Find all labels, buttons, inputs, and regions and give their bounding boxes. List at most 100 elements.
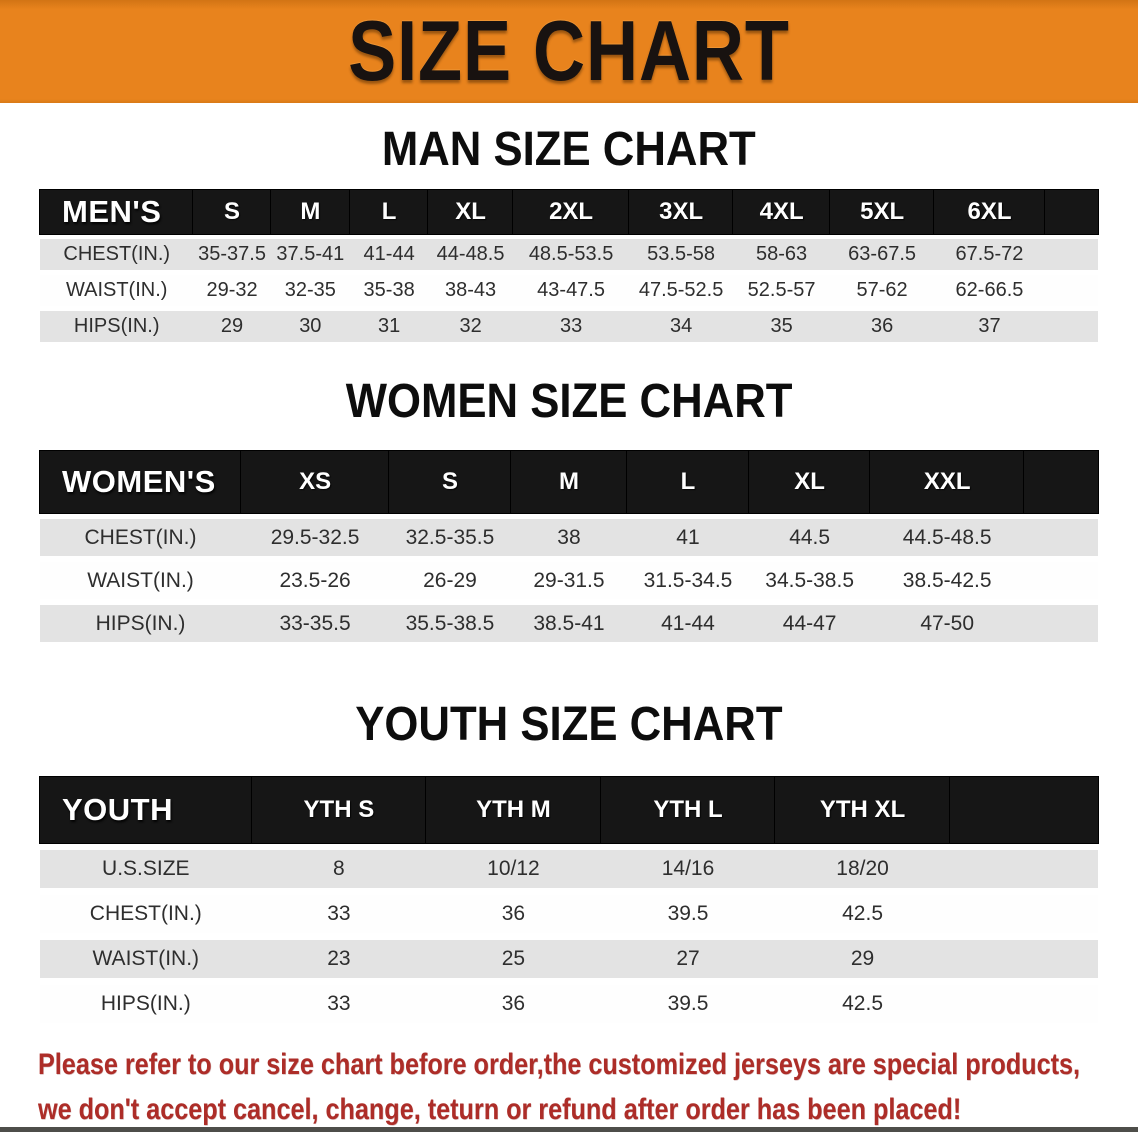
size-value: 34.5-38.5: [748, 562, 871, 599]
spacer-cell: [1023, 519, 1098, 556]
size-value: 8: [251, 850, 427, 888]
size-value: 36: [426, 985, 601, 1023]
size-column-header: XXL: [870, 451, 1024, 513]
size-value: 52.5-57: [732, 275, 831, 306]
size-value: 23.5-26: [241, 562, 390, 599]
men-section-heading: MAN SIZE CHART: [0, 120, 1138, 176]
size-value: 63-67.5: [830, 239, 934, 270]
size-value: 43-47.5: [512, 275, 630, 306]
size-value: 33: [251, 895, 427, 933]
size-value: 27: [600, 940, 776, 978]
spacer-cell: [1045, 239, 1098, 270]
size-value: 18/20: [775, 850, 950, 888]
size-value: 41: [627, 519, 749, 556]
men-section-heading-text: MAN SIZE CHART: [382, 120, 756, 176]
size-chart-banner: SIZE CHART: [0, 0, 1138, 103]
size-value: 29.5-32.5: [241, 519, 390, 556]
size-value: 31.5-34.5: [627, 562, 749, 599]
spacer-cell: [949, 895, 1098, 933]
size-value: 36: [830, 311, 934, 342]
youth-size-table-container: YOUTH YTH S YTH M YTH L YTH XL U.S.SIZE 8 10/1…: [40, 770, 1098, 1030]
size-value: 39.5: [600, 895, 776, 933]
women-size-table-container: WOMEN'S XS S M L XL XXL CHEST(IN.) 29.5-32.5 32.…: [40, 445, 1098, 648]
size-value: 47.5-52.5: [629, 275, 733, 306]
table-title-cell: MEN'S: [40, 190, 194, 234]
size-value: 44.5-48.5: [870, 519, 1024, 556]
size-value: 44-48.5: [428, 239, 513, 270]
spacer-cell: [1045, 275, 1098, 306]
size-column-header: XS: [241, 451, 390, 513]
size-header-row: YOUTH YTH S YTH M YTH L YTH XL: [40, 777, 1098, 843]
youth-section-heading-text: YOUTH SIZE CHART: [355, 695, 783, 751]
women-section-heading-text: WOMEN SIZE CHART: [345, 372, 793, 428]
measurement-label: HIPS(IN.): [40, 311, 194, 342]
size-value: 37.5-41: [270, 239, 350, 270]
size-column-header: S: [193, 190, 271, 234]
size-value: 29-31.5: [510, 562, 628, 599]
size-value: 38-43: [428, 275, 513, 306]
size-value: 44-47: [748, 605, 871, 642]
spacer-cell: [1045, 311, 1098, 342]
size-value: 23: [251, 940, 427, 978]
size-value: 26-29: [389, 562, 511, 599]
size-column-header: YTH XL: [775, 777, 950, 843]
size-value: 35: [732, 311, 831, 342]
women-size-table: WOMEN'S XS S M L XL XXL CHEST(IN.) 29.5-32.5 32.…: [40, 445, 1098, 648]
measurement-label: CHEST(IN.): [40, 239, 194, 270]
size-value: 32-35: [270, 275, 350, 306]
size-value: 67.5-72: [933, 239, 1046, 270]
size-value: 38: [510, 519, 628, 556]
size-value: 35-37.5: [193, 239, 271, 270]
size-value: 29-32: [193, 275, 271, 306]
size-value: 35.5-38.5: [389, 605, 511, 642]
size-value: 10/12: [426, 850, 601, 888]
size-value: 42.5: [775, 895, 950, 933]
size-value: 37: [933, 311, 1046, 342]
size-column-header: XL: [748, 451, 871, 513]
women-section-heading: WOMEN SIZE CHART: [0, 372, 1138, 428]
measurement-row: U.S.SIZE 8 10/12 14/16 18/20: [40, 850, 1098, 888]
measurement-label: CHEST(IN.): [40, 519, 242, 556]
spacer-cell: [949, 850, 1098, 888]
measurement-label: CHEST(IN.): [40, 895, 252, 933]
size-value: 53.5-58: [629, 239, 733, 270]
measurement-label: HIPS(IN.): [40, 985, 252, 1023]
measurement-label: WAIST(IN.): [40, 940, 252, 978]
size-value: 44.5: [748, 519, 871, 556]
measurement-row: WAIST(IN.) 23.5-26 26-29 29-31.5 31.5-34.5 34…: [40, 562, 1098, 599]
size-column-header: M: [510, 451, 628, 513]
size-column-header: YTH M: [426, 777, 601, 843]
youth-size-table: YOUTH YTH S YTH M YTH L YTH XL U.S.SIZE 8 10/1…: [40, 770, 1098, 1030]
size-column-header: 6XL: [933, 190, 1046, 234]
size-value: 35-38: [349, 275, 429, 306]
spacer-cell: [949, 985, 1098, 1023]
measurement-label: HIPS(IN.): [40, 605, 242, 642]
spacer-cell: [1023, 562, 1098, 599]
spacer-cell: [1045, 190, 1098, 234]
size-value: 41-44: [627, 605, 749, 642]
size-value: 32: [428, 311, 513, 342]
disclaimer: Please refer to our size chart before or…: [38, 1042, 1138, 1132]
measurement-row: HIPS(IN.) 29 30 31 32 33 34 35 36 37: [40, 311, 1098, 342]
size-column-header: 3XL: [629, 190, 733, 234]
size-column-header: 2XL: [512, 190, 630, 234]
size-value: 48.5-53.5: [512, 239, 630, 270]
size-value: 30: [270, 311, 350, 342]
size-value: 62-66.5: [933, 275, 1046, 306]
size-value: 31: [349, 311, 429, 342]
measurement-row: CHEST(IN.) 29.5-32.5 32.5-35.5 38 41 44.5 44.5…: [40, 519, 1098, 556]
size-column-header: YTH S: [251, 777, 427, 843]
size-value: 39.5: [600, 985, 776, 1023]
size-value: 14/16: [600, 850, 776, 888]
measurement-row: WAIST(IN.) 23 25 27 29: [40, 940, 1098, 978]
size-column-header: L: [349, 190, 429, 234]
spacer-cell: [1023, 451, 1098, 513]
size-value: 57-62: [830, 275, 934, 306]
size-value: 33: [512, 311, 630, 342]
size-value: 34: [629, 311, 733, 342]
men-size-table-container: MEN'S S M L XL 2XL 3XL 4XL 5XL 6XL CHEST(IN.) 35-3…: [40, 185, 1098, 347]
size-column-header: YTH L: [600, 777, 776, 843]
measurement-row: HIPS(IN.) 33-35.5 35.5-38.5 38.5-41 41-44 44-…: [40, 605, 1098, 642]
measurement-label: WAIST(IN.): [40, 562, 242, 599]
spacer-cell: [949, 940, 1098, 978]
